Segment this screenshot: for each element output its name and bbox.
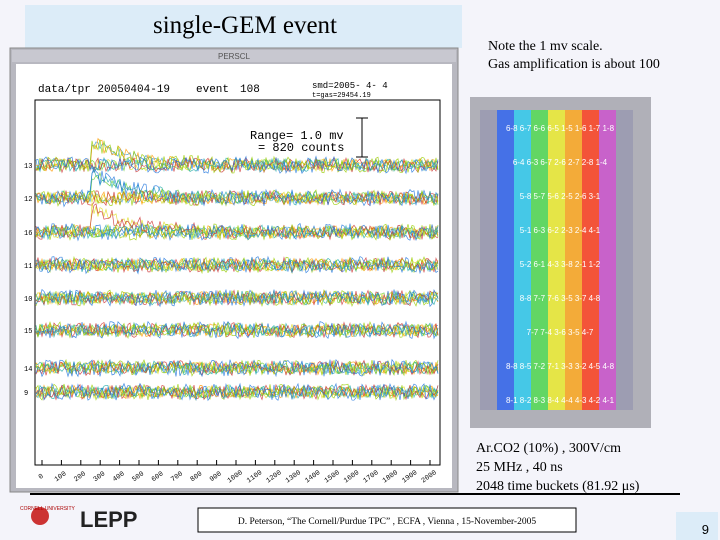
trace xyxy=(35,361,439,375)
pad-stripe xyxy=(497,110,514,410)
row-label: 12 xyxy=(24,196,32,204)
logo-university: CORNELL UNIVERSITY xyxy=(20,506,75,512)
row-label: 11 xyxy=(24,263,32,271)
pad-label: 5-8 5-7 5-6 2-5 2-6 3-1 xyxy=(520,192,601,201)
pad-stripe xyxy=(565,110,582,410)
note: Note the 1 mv scale. xyxy=(488,39,603,54)
trace xyxy=(35,257,439,273)
pad-stripe xyxy=(548,110,565,410)
waveforms xyxy=(35,137,439,402)
pad-label: 7-7 7-4 3-6 3-5 4-7 xyxy=(527,328,594,337)
row-label: 16 xyxy=(24,230,32,238)
event-label: event xyxy=(196,84,229,96)
conditions: 2048 time buckets (81.92 μs) xyxy=(476,479,640,494)
pad-label: 5-2 6-1 4-3 3-8 2-1 1-2 xyxy=(520,260,601,269)
trace xyxy=(35,358,439,377)
pad-label: 6-8 6-7 6-6 6-5 1-5 1-6 1-7 1-8 xyxy=(506,124,615,133)
trace xyxy=(35,166,439,208)
conditions: Ar.CO2 (10%) , 300V/cm xyxy=(476,441,621,456)
range: = 820 counts xyxy=(258,141,344,155)
citation: D. Peterson, “The Cornell/Purdue TPC” , … xyxy=(238,517,536,527)
smd: smd=2005- 4- 4 xyxy=(312,81,388,91)
trace xyxy=(35,191,439,204)
pad-stripe xyxy=(531,110,548,410)
trace xyxy=(35,289,439,307)
row-label: 9 xyxy=(24,390,28,398)
trace xyxy=(35,382,439,402)
title: single-GEM event xyxy=(153,12,337,39)
trace xyxy=(35,155,439,175)
trace xyxy=(35,358,439,378)
trace xyxy=(35,223,439,241)
run: data/tpr 20050404-19 xyxy=(38,84,170,96)
trace xyxy=(35,156,439,173)
pad-label: 8-1 8-2 8-3 8-4 4-4 4-3 4-2 4-1 xyxy=(506,396,615,405)
window-titlebar xyxy=(12,50,456,62)
trace xyxy=(35,288,439,308)
trace xyxy=(35,225,439,239)
conditions: 25 MHz , 40 ns xyxy=(476,460,563,475)
event-number: 108 xyxy=(240,84,260,96)
trace xyxy=(35,321,439,339)
title-box xyxy=(25,5,462,48)
page-box xyxy=(676,512,718,540)
pad-label: 8-8 7-7 7-6 3-5 3-7 4-8 xyxy=(520,294,601,303)
pad-label: 8-8 8-5 7-2 7-1 3-3 3-2 4-5 4-8 xyxy=(506,362,615,371)
logo: LEPP xyxy=(80,507,137,532)
row-label: 13 xyxy=(24,163,32,171)
x-tick-label: 0 xyxy=(37,473,45,482)
note: Gas amplification is about 100 xyxy=(488,57,660,72)
pad-stripe xyxy=(582,110,599,410)
pad-label: 5-1 6-3 6-2 2-3 2-4 4-1 xyxy=(520,226,601,235)
row-label: 14 xyxy=(24,366,32,374)
trace xyxy=(35,255,439,275)
pad-label: 6-4 6-3 6-7 2-6 2-7 2-8 1-4 xyxy=(513,158,608,167)
page-number: 9 xyxy=(702,522,709,537)
plot-canvas xyxy=(16,64,452,488)
plot-frame xyxy=(34,99,441,466)
trace xyxy=(35,360,439,376)
logo-mark xyxy=(31,507,49,525)
pad-stripe xyxy=(599,110,616,410)
pad-stripe xyxy=(514,110,531,410)
row-label: 15 xyxy=(24,328,32,336)
time: t=gas=29454.19 xyxy=(312,92,371,100)
window-title: PERSCL xyxy=(218,52,251,61)
range: Range= 1.0 mv xyxy=(250,129,344,143)
row-label: 10 xyxy=(24,296,32,304)
trace xyxy=(35,320,439,340)
trace xyxy=(35,222,439,242)
pad-stripe xyxy=(616,110,633,410)
citation-box xyxy=(197,507,577,533)
pad-map: 6-8 6-7 6-6 6-5 1-5 1-6 1-7 1-8 6-4 6-3 6… xyxy=(470,97,651,428)
trace xyxy=(35,255,439,275)
pad-stripe xyxy=(480,110,497,410)
